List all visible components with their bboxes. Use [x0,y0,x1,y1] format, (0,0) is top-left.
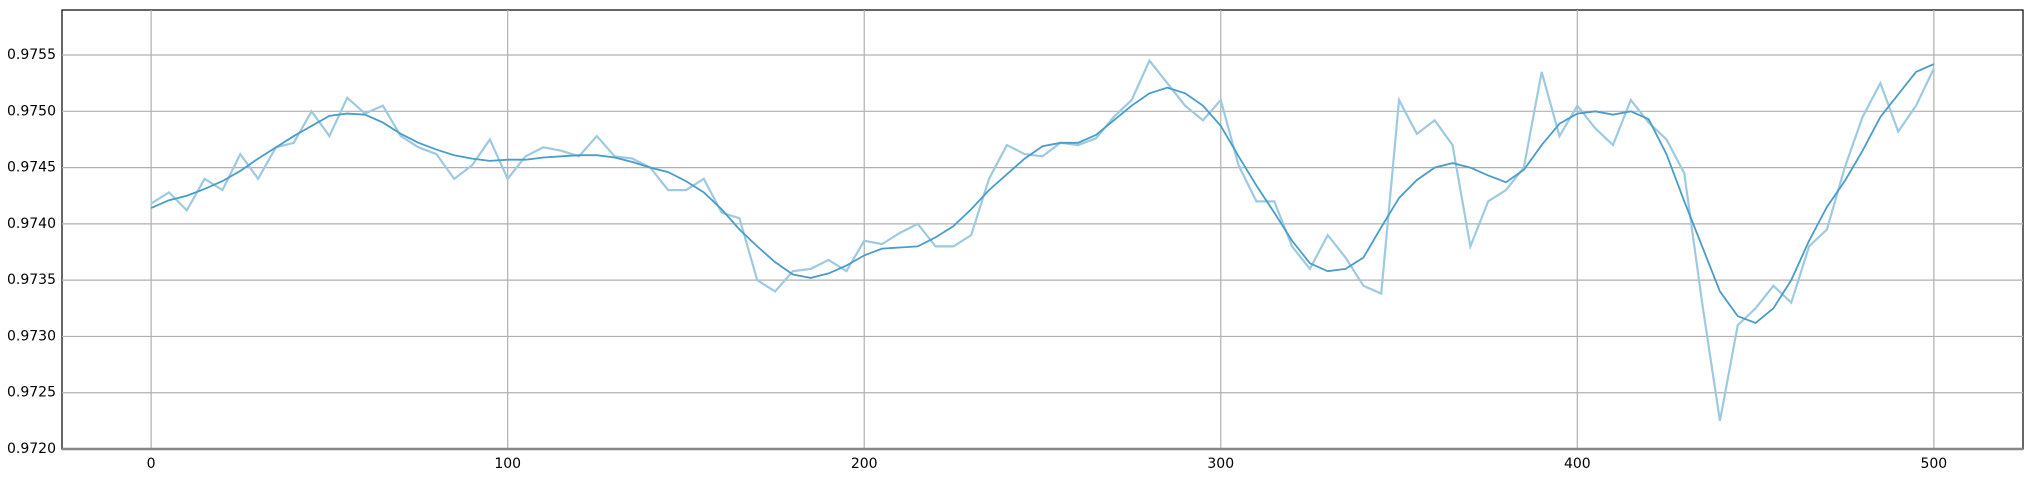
y-tick-label: 0.9745 [7,160,56,176]
y-tick-label: 0.9755 [7,47,56,63]
x-tick-label: 500 [1920,456,1947,472]
x-tick-label: 100 [494,456,521,472]
y-tick-label: 0.9750 [7,103,56,119]
x-tick-label: 400 [1564,456,1591,472]
y-tick-label: 0.9725 [7,385,56,401]
x-tick-label: 300 [1207,456,1234,472]
data-line [150,58,1935,422]
y-tick-label: 0.9720 [7,441,56,457]
data-line [150,63,1935,324]
y-tick-label: 0.9730 [7,328,56,344]
x-tick-label: 0 [147,456,156,472]
plot-frame [61,9,2024,450]
y-tick-label: 0.9735 [7,272,56,288]
y-tick-label: 0.9740 [7,216,56,232]
x-tick-label: 200 [851,456,878,472]
